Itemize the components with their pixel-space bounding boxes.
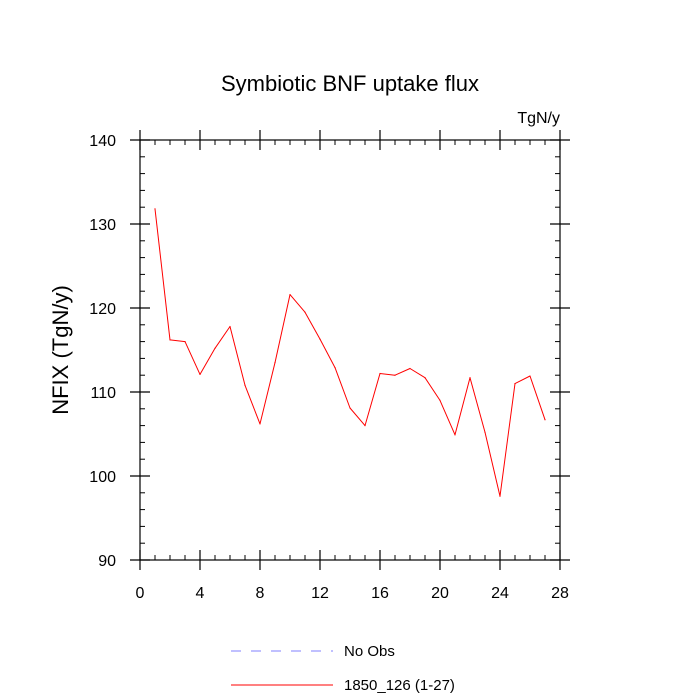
minor-ticks <box>140 140 560 560</box>
x-tick-label: 0 <box>136 585 145 602</box>
data-point <box>154 208 156 210</box>
y-tick-labels: 90 100 110 120 130 140 <box>89 133 116 570</box>
data-point <box>304 311 306 313</box>
x-tick-label: 28 <box>551 585 569 602</box>
data-point <box>529 375 531 377</box>
x-tick-label: 12 <box>311 585 329 602</box>
data-point <box>289 293 291 296</box>
y-axis-label: NFIX (TgN/y) <box>48 285 73 415</box>
y-tick-label: 130 <box>89 217 116 234</box>
units-label: TgN/y <box>517 110 560 127</box>
data-point <box>334 367 336 369</box>
y-tick-label: 90 <box>98 553 116 570</box>
data-point <box>454 434 456 436</box>
data-point <box>259 423 261 425</box>
data-point <box>484 431 486 433</box>
data-point <box>349 407 351 409</box>
x-tick-label: 16 <box>371 585 389 602</box>
legend: No Obs 1850_126 (1-27) <box>231 643 455 694</box>
data-point <box>184 341 186 343</box>
series-layer <box>154 208 546 497</box>
series-line <box>154 208 546 497</box>
plot-border <box>139 139 561 561</box>
data-point <box>394 374 396 376</box>
data-point <box>229 325 231 328</box>
chart-title: Symbiotic BNF uptake flux <box>221 71 479 96</box>
y-tick-label: 100 <box>89 469 116 486</box>
y-tick-label: 110 <box>90 385 116 402</box>
data-point <box>274 362 276 364</box>
x-tick-label: 20 <box>431 585 449 602</box>
data-point <box>199 373 201 375</box>
data-point <box>169 339 171 341</box>
x-tick-label: 4 <box>196 585 205 602</box>
plot-frame <box>139 139 561 561</box>
x-tick-label: 8 <box>256 585 265 602</box>
data-point <box>244 384 246 386</box>
data-point <box>214 347 216 349</box>
y-tick-label: 140 <box>89 133 116 150</box>
data-point <box>379 372 381 375</box>
data-point <box>514 383 516 385</box>
data-point <box>319 338 321 340</box>
data-point <box>424 377 426 379</box>
data-point <box>544 419 546 421</box>
data-point <box>499 495 501 497</box>
data-point <box>439 399 441 401</box>
data-point <box>409 367 411 370</box>
major-ticks <box>130 130 570 570</box>
data-point <box>364 425 366 427</box>
x-tick-label: 24 <box>491 585 509 602</box>
y-tick-label: 120 <box>89 301 116 318</box>
legend-label: No Obs <box>344 643 395 660</box>
data-point <box>469 377 471 379</box>
legend-label: 1850_126 (1-27) <box>344 677 455 694</box>
x-tick-labels: 0 4 8 12 16 20 24 28 <box>136 585 569 602</box>
